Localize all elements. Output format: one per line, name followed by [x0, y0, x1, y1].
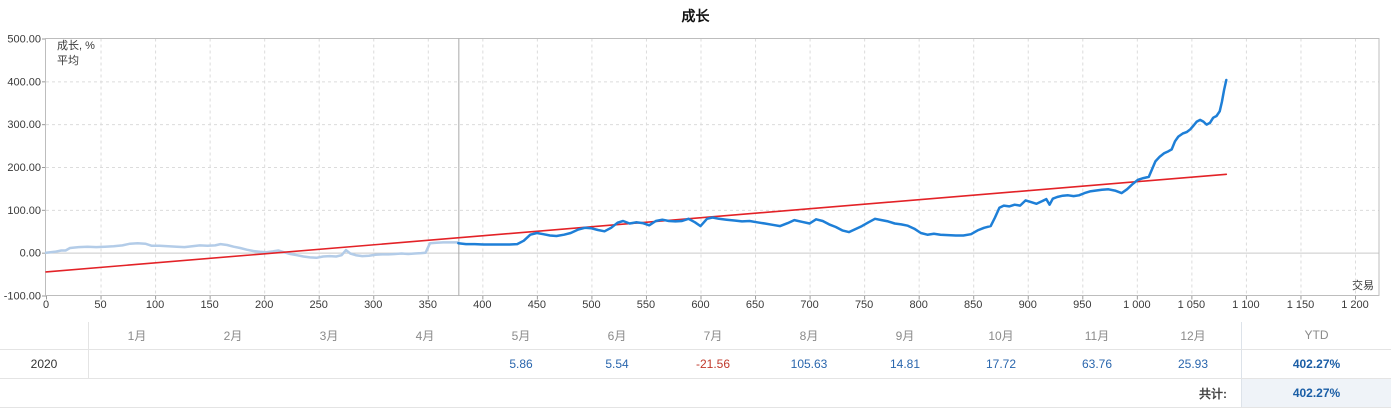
y-tick-label: -100.00 [4, 291, 41, 303]
x-tick-label: 650 [746, 299, 764, 311]
legend-average-label: 平均 [57, 54, 79, 67]
month-header: 5月 [511, 329, 531, 343]
x-tick-label: 700 [800, 299, 818, 311]
month-value-cell: 14.81 [889, 357, 921, 371]
x-tick-label: 250 [310, 299, 328, 311]
month-value-cell: 17.72 [985, 357, 1017, 371]
total-ytd-value: 402.27% [1241, 379, 1391, 407]
trades-axis-label: 交易 [1352, 278, 1374, 292]
y-tick-label: 400.00 [7, 76, 41, 88]
y-tick-label: 300.00 [7, 119, 41, 131]
year-header-cell [0, 322, 89, 349]
x-tick-label: 350 [419, 299, 437, 311]
month-header: 1月 [127, 329, 147, 343]
history-line [44, 241, 460, 260]
table-header-row: 1月 2月 3月 4月 5月 6月 7月 8月 9月 10月 11月 12月 YTD [0, 322, 1391, 350]
x-tick-label: 800 [909, 299, 927, 311]
x-tick-label: 850 [964, 299, 982, 311]
x-tick-label: 950 [1073, 299, 1091, 311]
x-tick-label: 1 000 [1123, 299, 1151, 311]
month-value-cell: 63.76 [1081, 357, 1113, 371]
x-tick-label: 0 [43, 299, 49, 311]
chart-title: 成长 [681, 8, 710, 24]
month-header: 8月 [799, 329, 819, 343]
growth-line [457, 78, 1228, 246]
month-header: 12月 [1180, 329, 1206, 343]
total-year-cell [0, 379, 89, 407]
y-tick-label: 100.00 [7, 205, 41, 217]
x-tick-label: 300 [364, 299, 382, 311]
x-tick-label: 1 050 [1178, 299, 1206, 311]
ytd-value-cell: 402.27% [1241, 350, 1391, 378]
month-header: 2月 [223, 329, 243, 343]
month-value-cell: 5.86 [509, 357, 533, 371]
month-value-cell: -21.56 [695, 357, 731, 371]
x-tick-label: 1 150 [1287, 299, 1315, 311]
plot-border [45, 38, 1380, 296]
month-value-cell: 25.93 [1177, 357, 1209, 371]
month-value-cell: 105.63 [790, 357, 828, 371]
total-row: 共计: 402.27% [0, 379, 1391, 408]
y-tick-label: 200.00 [7, 162, 41, 174]
x-tick-label: 150 [200, 299, 218, 311]
x-tick-label: 1 100 [1232, 299, 1260, 311]
x-tick-label: 450 [528, 299, 546, 311]
month-header: 3月 [319, 329, 339, 343]
growth-chart-panel: 0 50 100 150 200 250 300 350 400 450 500 550 600 650 7… [4, 8, 1380, 311]
month-header: 7月 [703, 329, 723, 343]
x-tick-label: 750 [855, 299, 873, 311]
year-label: 2020 [0, 350, 89, 378]
growth-chart: 0 50 100 150 200 250 300 350 400 450 500 550 600 650 7… [4, 34, 1380, 311]
x-tick-label: 50 [94, 299, 106, 311]
x-tick-label: 550 [637, 299, 655, 311]
month-header: 9月 [895, 329, 915, 343]
x-tick-label: 500 [582, 299, 600, 311]
y-tick-label: 500.00 [7, 34, 41, 46]
monthly-growth-table: 1月 2月 3月 4月 5月 6月 7月 8月 9月 10月 11月 12月 YTD 2020 5.86 5.… [0, 322, 1391, 408]
total-label: 共计: [1199, 386, 1227, 401]
ytd-header: YTD [1241, 322, 1391, 349]
legend-growth-label: 成长, % [57, 39, 95, 52]
x-tick-label: 900 [1019, 299, 1037, 311]
month-value-cell: 5.54 [605, 357, 629, 371]
month-header: 6月 [607, 329, 627, 343]
month-header: 10月 [988, 329, 1014, 343]
x-tick-label: 400 [473, 299, 491, 311]
month-header: 4月 [415, 329, 435, 343]
x-tick-label: 1 200 [1341, 299, 1369, 311]
table-row: 2020 5.86 5.54 -21.56 105.63 14.81 17.72 63.76 2… [0, 350, 1391, 379]
x-tick-label: 600 [691, 299, 709, 311]
x-tick-label: 200 [255, 299, 273, 311]
month-header: 11月 [1084, 329, 1110, 343]
y-tick-label: 0.00 [20, 248, 41, 260]
x-tick-label: 100 [146, 299, 164, 311]
